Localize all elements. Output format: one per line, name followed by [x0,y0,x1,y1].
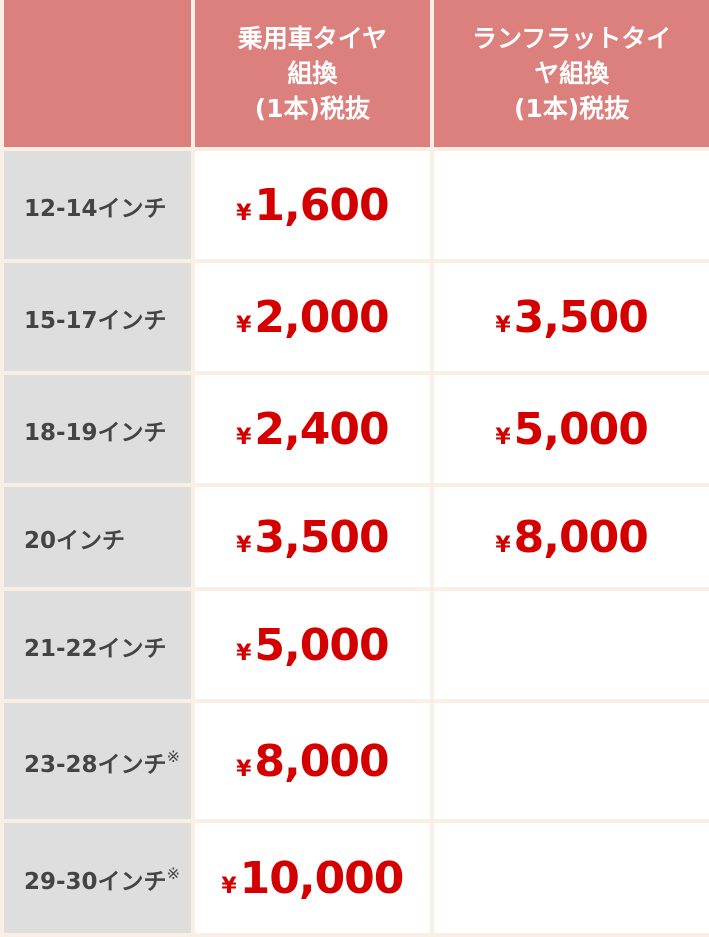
runflat-price-cell: ¥8,000 [434,487,709,587]
yen-symbol: ¥ [495,312,511,338]
size-label-text: 18-19インチ [24,420,167,446]
price-amount: 10,000 [239,852,405,904]
size-label: 12-14インチ [4,151,191,259]
size-label-text: 21-22インチ [24,636,167,662]
header-line: ヤ組換 [534,59,610,88]
size-label: 23-28インチ※ [4,703,191,819]
header-corner [4,0,191,147]
table-row: 29-30インチ※ ¥10,000 [4,823,709,933]
price-amount: 8,000 [254,735,389,787]
standard-price-cell: ¥2,000 [194,263,431,371]
runflat-price-cell [434,591,709,699]
yen-symbol: ¥ [221,873,237,899]
size-label-text: 23-28インチ [24,752,167,778]
yen-symbol: ¥ [236,312,252,338]
price-amount: 5,000 [254,619,389,671]
table-row: 21-22インチ ¥5,000 [4,591,709,699]
runflat-price-cell [434,823,709,933]
size-label: 20インチ [4,487,191,587]
size-label-text: 20インチ [24,528,126,554]
standard-price-cell: ¥8,000 [194,703,431,819]
size-label: 29-30インチ※ [4,823,191,933]
price-amount: 2,000 [254,291,389,343]
yen-symbol: ¥ [495,424,511,450]
size-label: 15-17インチ [4,263,191,371]
standard-price-cell: ¥5,000 [194,591,431,699]
yen-symbol: ¥ [236,200,252,226]
table-row: 20インチ ¥3,500 ¥8,000 [4,487,709,587]
runflat-price-cell [434,151,709,259]
runflat-price-cell: ¥3,500 [434,263,709,371]
yen-symbol: ¥ [236,640,252,666]
header-line: 組換 [287,59,338,88]
note-mark: ※ [166,864,180,883]
yen-symbol: ¥ [495,532,511,558]
table-row: 15-17インチ ¥2,000 ¥3,500 [4,263,709,371]
header-line: (1本)税抜 [254,94,370,123]
price-amount: 3,500 [254,511,389,563]
note-mark: ※ [166,747,180,766]
header-line: ランフラットタイ [471,24,672,53]
runflat-price-cell [434,703,709,819]
header-row: 乗用車タイヤ 組換 (1本)税抜 ランフラットタイ ヤ組換 (1本)税抜 [4,0,709,147]
table-row: 23-28インチ※ ¥8,000 [4,703,709,819]
header-line: (1本)税抜 [513,94,630,123]
price-amount: 3,500 [513,291,649,343]
yen-symbol: ¥ [236,756,252,782]
header-runflat-tire: ランフラットタイ ヤ組換 (1本)税抜 [434,0,709,147]
yen-symbol: ¥ [236,532,252,558]
price-amount: 2,400 [254,403,389,455]
size-label: 18-19インチ [4,375,191,483]
standard-price-cell: ¥10,000 [194,823,431,933]
standard-price-cell: ¥1,600 [194,151,431,259]
price-amount: 8,000 [513,511,649,563]
size-label-text: 15-17インチ [24,308,167,334]
size-label-text: 12-14インチ [24,196,167,222]
size-label: 21-22インチ [4,591,191,699]
header-standard-tire: 乗用車タイヤ 組換 (1本)税抜 [194,0,431,147]
standard-price-cell: ¥2,400 [194,375,431,483]
standard-price-cell: ¥3,500 [194,487,431,587]
header-line: 乗用車タイヤ [237,24,387,53]
table-row: 12-14インチ ¥1,600 [4,151,709,259]
size-label-text: 29-30インチ [24,869,167,895]
runflat-price-cell: ¥5,000 [434,375,709,483]
price-amount: 1,600 [254,179,389,231]
yen-symbol: ¥ [236,424,252,450]
table-row: 18-19インチ ¥2,400 ¥5,000 [4,375,709,483]
price-amount: 5,000 [513,403,649,455]
